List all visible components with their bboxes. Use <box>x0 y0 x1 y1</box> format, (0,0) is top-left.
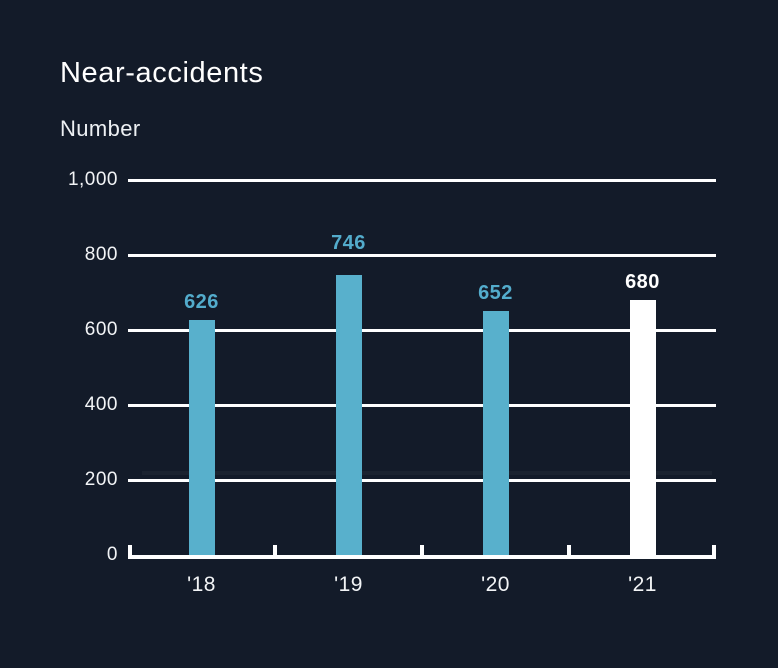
y-axis-tick-label: 0 <box>106 544 118 565</box>
bar-value-label: 652 <box>478 281 513 304</box>
x-axis-tick <box>128 545 132 555</box>
y-axis-tick-label: 200 <box>84 469 118 490</box>
bar <box>335 275 362 559</box>
x-axis-category-label: '20 <box>481 573 510 596</box>
bar-value-label: 626 <box>184 291 219 314</box>
bar-value-label: 746 <box>331 232 366 254</box>
y-axis-tick-label: 600 <box>84 319 118 340</box>
gridline <box>128 253 716 257</box>
bar-value-label: 680 <box>625 271 660 293</box>
gridline <box>128 478 716 482</box>
chart-title: Near-accidents <box>60 57 264 89</box>
x-axis-category-label: '19 <box>334 573 363 596</box>
y-axis-tick-label: 400 <box>84 394 118 415</box>
x-axis-tick <box>420 545 424 555</box>
bar <box>188 320 215 559</box>
y-axis-tick-label: 1,000 <box>67 169 118 190</box>
bar <box>629 300 656 559</box>
y-axis-unit-label: Number <box>60 116 141 141</box>
x-axis-tick <box>273 545 277 555</box>
y-axis-tick-label: 800 <box>84 244 118 265</box>
bar <box>482 310 509 559</box>
gridline <box>128 328 716 332</box>
gridline <box>128 403 716 407</box>
reference-line <box>142 470 712 475</box>
x-axis-category-label: '21 <box>628 573 657 596</box>
x-axis-line <box>128 555 716 559</box>
x-axis-category-label: '18 <box>187 573 216 596</box>
x-axis-tick <box>712 545 716 555</box>
x-axis-tick <box>567 545 571 555</box>
gridline <box>128 178 716 182</box>
